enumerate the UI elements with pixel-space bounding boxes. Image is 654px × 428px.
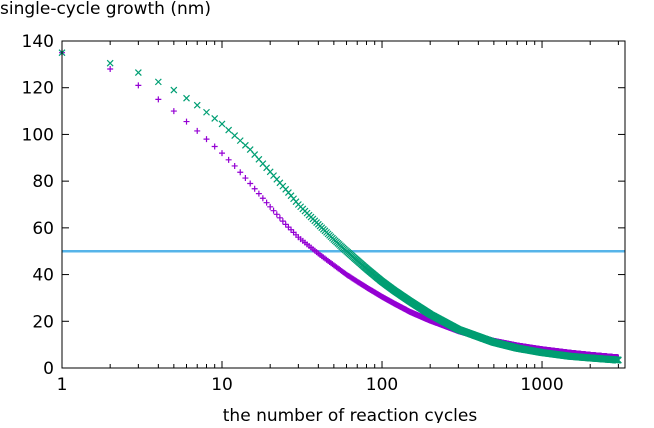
y-tick-label: 40 (32, 266, 54, 286)
data-point-plus (267, 203, 274, 210)
y-tick-label: 80 (32, 172, 54, 192)
data-point-cross (225, 126, 233, 134)
data-point-plus (251, 185, 258, 192)
data-point-plus (135, 82, 142, 89)
x-tick-label: 1000 (520, 375, 563, 395)
data-point-plus (237, 169, 244, 176)
data-point-plus (225, 156, 232, 163)
data-point-plus (279, 218, 286, 225)
data-point-plus (273, 211, 280, 218)
data-point-cross (193, 101, 201, 109)
y-tick-label: 60 (32, 219, 54, 239)
data-point-plus (231, 162, 238, 169)
data-point-plus (276, 214, 283, 221)
data-point-cross (614, 356, 622, 364)
data-point-cross (170, 86, 178, 94)
y-axis-label: single-cycle growth (nm) (0, 0, 211, 19)
data-point-plus (285, 224, 292, 231)
data-point-cross (231, 132, 239, 140)
series-purple (59, 49, 622, 361)
data-point-plus (242, 175, 249, 182)
y-tick-label: 120 (22, 79, 54, 99)
data-point-cross (203, 108, 210, 116)
data-point-cross (106, 59, 114, 67)
data-point-plus (259, 195, 266, 202)
x-tick-label: 1 (57, 375, 68, 395)
data-point-cross (211, 114, 219, 122)
data-point-cross (134, 69, 142, 76)
data-point-plus (170, 108, 177, 115)
data-point-cross (183, 94, 190, 102)
data-point-plus (247, 180, 254, 187)
plot-frame (61, 40, 626, 369)
data-point-plus (183, 118, 190, 125)
data-point-plus (263, 199, 270, 206)
y-tick-label: 100 (22, 125, 54, 145)
data-point-plus (194, 127, 201, 134)
x-tick-label: 10 (211, 375, 233, 395)
data-point-cross (218, 120, 226, 128)
data-point-plus (211, 143, 218, 150)
data-point-plus (270, 207, 277, 214)
y-tick-label: 20 (32, 312, 54, 332)
data-point-plus (255, 190, 262, 197)
data-point-plus (282, 221, 289, 228)
y-tick-label: 140 (22, 32, 54, 52)
x-tick-label: 100 (366, 375, 398, 395)
data-point-plus (155, 96, 162, 103)
data-point-plus (107, 66, 114, 73)
data-point-plus (203, 136, 210, 143)
x-axis-label: the number of reaction cycles (223, 406, 478, 423)
data-point-cross (154, 78, 162, 86)
data-point-plus (219, 150, 226, 157)
y-tick-label: 0 (43, 359, 54, 379)
series-green (58, 49, 622, 364)
